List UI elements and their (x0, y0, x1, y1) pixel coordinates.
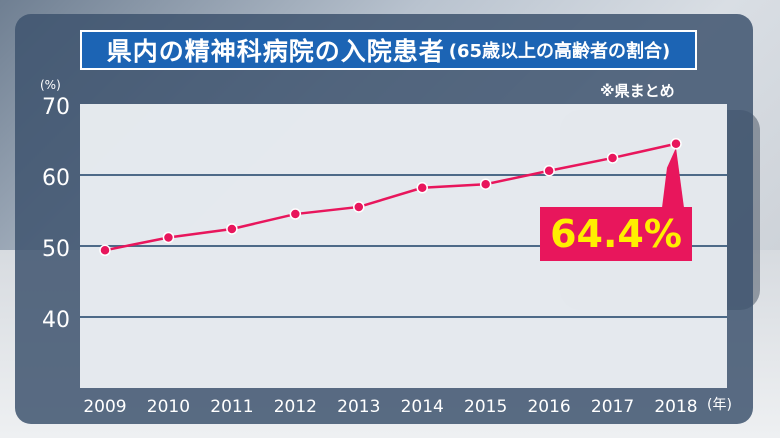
y-tick-label: 40 (42, 308, 70, 333)
x-tick-label: 2009 (83, 397, 126, 417)
callout-pointer (662, 147, 684, 208)
x-tick-label: 2018 (654, 397, 697, 417)
y-tick-label: 50 (42, 237, 70, 262)
x-tick-label: 2012 (274, 397, 317, 417)
data-point (416, 182, 428, 194)
x-tick-label: 2011 (210, 397, 253, 417)
data-point (289, 208, 302, 220)
x-tick-label: 2013 (337, 397, 380, 417)
value-callout: 64.4% (540, 207, 692, 261)
x-axis-unit: (年) (707, 397, 732, 413)
x-tick-label: 2014 (401, 397, 444, 417)
data-point (226, 223, 238, 235)
chart-title-box: 県内の精神科病院の入院患者 (65歳以上の高齢者の割合) (80, 30, 697, 70)
series-line (104, 142, 677, 252)
x-tick-label: 2015 (464, 397, 507, 417)
data-point (99, 244, 111, 257)
data-point (670, 138, 682, 150)
data-point (162, 231, 175, 244)
x-tick-label: 2017 (591, 397, 634, 417)
y-tick-label: 70 (42, 95, 70, 120)
data-point (479, 178, 492, 190)
data-point (606, 152, 619, 164)
x-tick-label: 2010 (147, 397, 190, 417)
y-axis-unit: (%) (40, 78, 61, 92)
chart-title: 県内の精神科病院の入院患者 (106, 37, 445, 66)
chart-subtitle: (65歳以上の高齢者の割合) (448, 41, 671, 62)
data-point (543, 164, 555, 177)
source-note: ※県まとめ (600, 82, 675, 100)
callout-value: 64.4% (550, 212, 682, 256)
y-tick-label: 60 (42, 166, 70, 191)
data-point (353, 201, 365, 213)
x-tick-label: 2016 (527, 397, 570, 417)
